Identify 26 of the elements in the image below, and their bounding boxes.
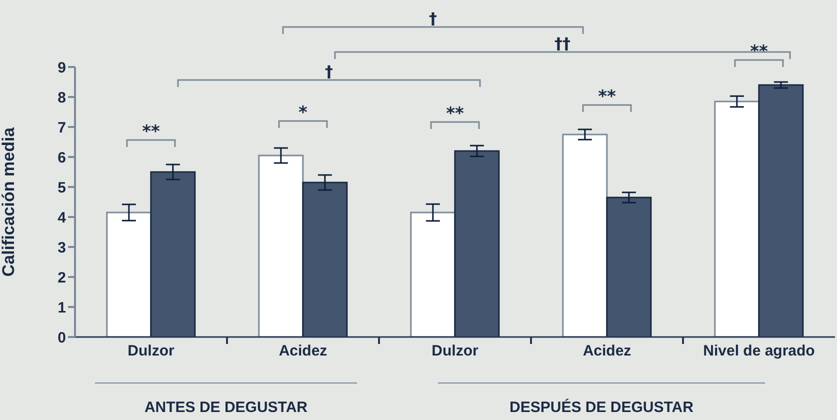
text: † <box>429 9 437 28</box>
x-tick-label: Acidez <box>278 342 328 360</box>
text: ** <box>750 42 768 62</box>
text: ANTES DE DEGUSTAR <box>144 399 308 416</box>
y-tick-label: 0 <box>58 329 66 346</box>
y-tick-label: 3 <box>58 239 66 256</box>
y-tick-label: 7 <box>58 119 66 136</box>
x-tick-label: Dulzor <box>432 342 478 360</box>
text: DESPUÉS DE DEGUSTAR <box>510 398 694 416</box>
y-axis-title: Calificación media <box>0 126 18 277</box>
text: †† <box>554 34 570 53</box>
annotation: † <box>325 62 333 81</box>
annotation: * <box>298 103 308 123</box>
y-tick-label: 4 <box>58 209 67 226</box>
annotation: ** <box>446 104 464 124</box>
annotation: ** <box>142 122 160 142</box>
y-tick-label: 5 <box>58 179 66 196</box>
y-tick-label: 1 <box>58 299 66 316</box>
y-tick-label: 6 <box>58 149 66 166</box>
y-tick-label: 9 <box>58 59 66 76</box>
annotation: ** <box>598 87 616 107</box>
x-tick-label: Dulzor <box>128 342 174 360</box>
x-tick-label: Acidez <box>582 342 632 360</box>
x-tick-label: Nivel de agrado <box>703 342 815 360</box>
y-tick-label: 8 <box>58 89 66 106</box>
y-tick-label: 2 <box>58 269 66 286</box>
